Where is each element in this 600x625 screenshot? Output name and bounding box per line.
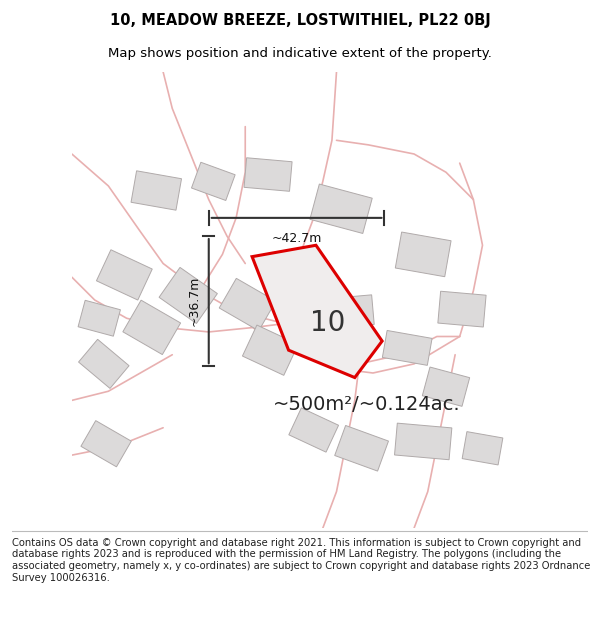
Bar xyxy=(438,291,486,327)
Bar xyxy=(123,300,181,354)
Text: Contains OS data © Crown copyright and database right 2021. This information is : Contains OS data © Crown copyright and d… xyxy=(12,538,590,582)
Bar xyxy=(289,408,338,452)
Text: ~42.7m: ~42.7m xyxy=(271,231,322,244)
Bar xyxy=(331,295,374,328)
Bar xyxy=(219,278,276,331)
Text: ~36.7m: ~36.7m xyxy=(188,276,200,326)
Bar xyxy=(244,158,292,191)
Bar xyxy=(131,171,182,210)
Bar xyxy=(395,232,451,277)
Bar xyxy=(242,325,298,376)
Bar xyxy=(79,339,129,388)
Bar xyxy=(81,421,131,467)
Bar xyxy=(382,331,432,366)
Bar xyxy=(422,367,470,406)
Bar xyxy=(395,423,452,460)
Text: 10: 10 xyxy=(310,309,346,338)
Text: Map shows position and indicative extent of the property.: Map shows position and indicative extent… xyxy=(108,48,492,61)
Bar xyxy=(78,300,121,336)
Bar xyxy=(97,250,152,300)
Bar xyxy=(462,432,503,465)
Text: ~500m²/~0.124ac.: ~500m²/~0.124ac. xyxy=(272,396,460,414)
Bar xyxy=(159,268,217,324)
Text: 10, MEADOW BREEZE, LOSTWITHIEL, PL22 0BJ: 10, MEADOW BREEZE, LOSTWITHIEL, PL22 0BJ xyxy=(110,12,490,28)
Bar xyxy=(335,426,388,471)
Bar xyxy=(288,312,340,361)
Polygon shape xyxy=(252,245,382,378)
Bar xyxy=(310,184,372,234)
Bar xyxy=(191,162,235,201)
